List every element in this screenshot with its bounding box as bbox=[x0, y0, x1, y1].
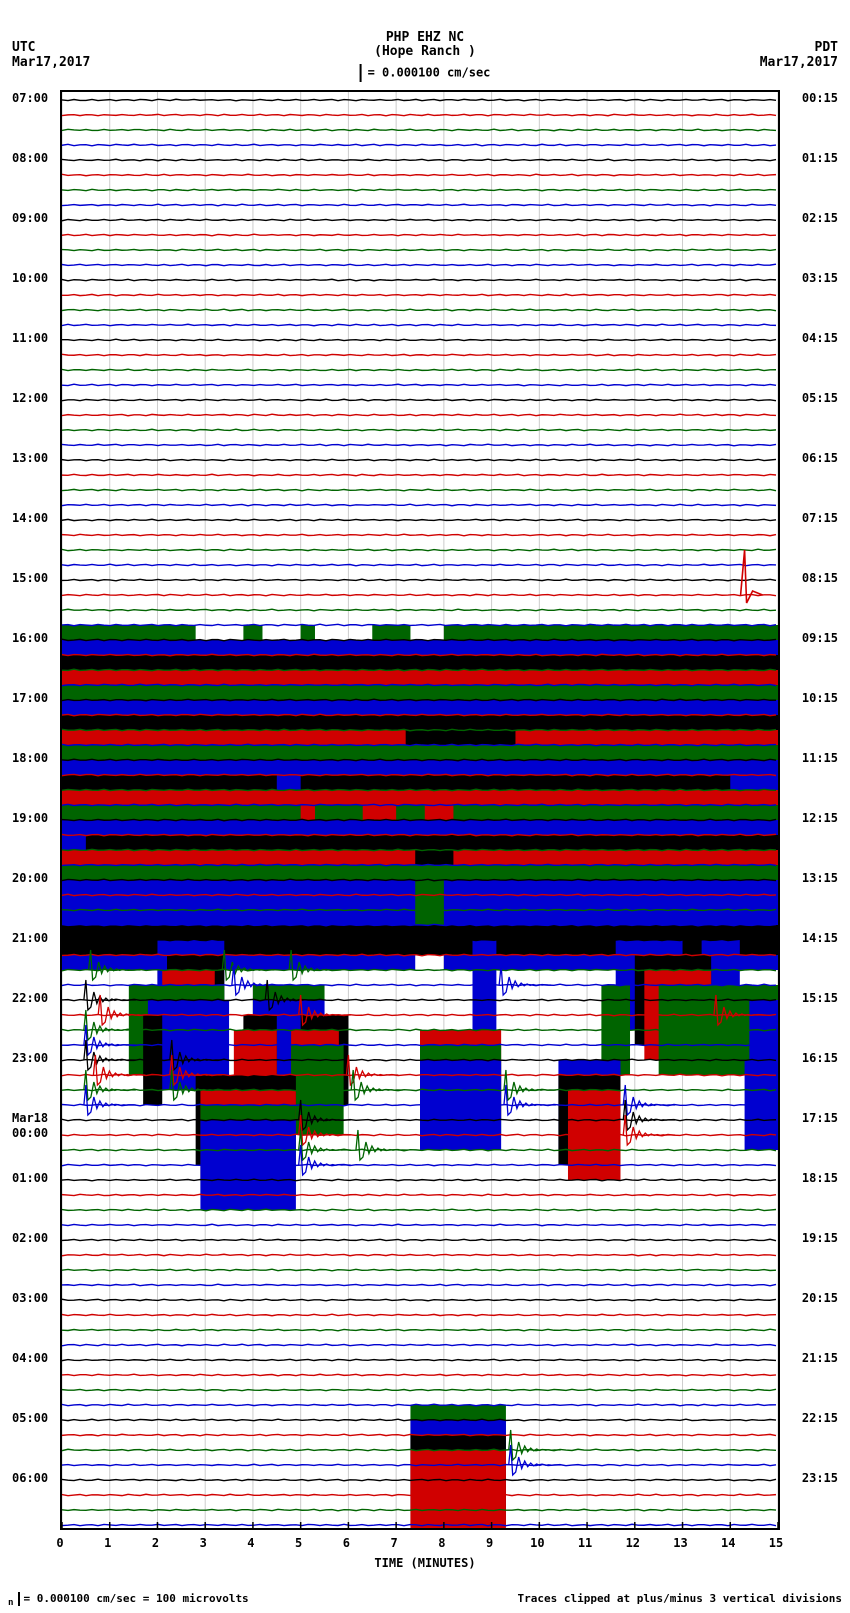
utc-time-label: 08:00 bbox=[12, 151, 48, 165]
utc-time-label: 06:00 bbox=[12, 1471, 48, 1485]
x-tick: 0 bbox=[56, 1536, 63, 1550]
pdt-time-label: 13:15 bbox=[802, 871, 838, 885]
footer-scale: n= 0.000100 cm/sec = 100 microvolts bbox=[8, 1592, 249, 1608]
utc-time-label: 17:00 bbox=[12, 691, 48, 705]
x-tick: 5 bbox=[295, 1536, 302, 1550]
utc-time-label: 23:00 bbox=[12, 1051, 48, 1065]
x-tick: 6 bbox=[343, 1536, 350, 1550]
utc-time-label: 02:00 bbox=[12, 1231, 48, 1245]
pdt-time-label: 23:15 bbox=[802, 1471, 838, 1485]
pdt-time-label: 20:15 bbox=[802, 1291, 838, 1305]
pdt-time-label: 18:15 bbox=[802, 1171, 838, 1185]
footer-note: Traces clipped at plus/minus 3 vertical … bbox=[517, 1592, 842, 1605]
utc-time-label: 07:00 bbox=[12, 91, 48, 105]
pdt-time-label: 05:15 bbox=[802, 391, 838, 405]
station-location: (Hope Ranch ) bbox=[0, 44, 850, 59]
pdt-time-label: 07:15 bbox=[802, 511, 838, 525]
x-tick: 9 bbox=[486, 1536, 493, 1550]
pdt-time-label: 22:15 bbox=[802, 1411, 838, 1425]
utc-time-label: 12:00 bbox=[12, 391, 48, 405]
pdt-time-label: 06:15 bbox=[802, 451, 838, 465]
utc-time-label: 03:00 bbox=[12, 1291, 48, 1305]
utc-time-label: 16:00 bbox=[12, 631, 48, 645]
x-tick: 4 bbox=[247, 1536, 254, 1550]
x-tick: 12 bbox=[626, 1536, 640, 1550]
utc-time-label: 19:00 bbox=[12, 811, 48, 825]
utc-time-label: 13:00 bbox=[12, 451, 48, 465]
utc-time-label: 04:00 bbox=[12, 1351, 48, 1365]
seismogram-container: PHP EHZ NC (Hope Ranch ) = 0.000100 cm/s… bbox=[0, 0, 850, 1613]
utc-time-label: 15:00 bbox=[12, 571, 48, 585]
pdt-time-label: 01:15 bbox=[802, 151, 838, 165]
pdt-time-label: 03:15 bbox=[802, 271, 838, 285]
station-code: PHP EHZ NC bbox=[0, 30, 850, 45]
utc-time-label: 20:00 bbox=[12, 871, 48, 885]
pdt-time-label: 17:15 bbox=[802, 1111, 838, 1125]
pdt-time-label: 09:15 bbox=[802, 631, 838, 645]
pdt-time-label: 12:15 bbox=[802, 811, 838, 825]
utc-time-label: 00:00 bbox=[12, 1126, 48, 1140]
x-tick: 14 bbox=[721, 1536, 735, 1550]
utc-time-label: 05:00 bbox=[12, 1411, 48, 1425]
utc-time-label: 22:00 bbox=[12, 991, 48, 1005]
x-tick: 2 bbox=[152, 1536, 159, 1550]
pdt-time-label: 04:15 bbox=[802, 331, 838, 345]
x-tick: 13 bbox=[673, 1536, 687, 1550]
utc-time-label: Mar18 bbox=[12, 1111, 48, 1125]
utc-time-label: 01:00 bbox=[12, 1171, 48, 1185]
pdt-time-label: 11:15 bbox=[802, 751, 838, 765]
utc-time-label: 10:00 bbox=[12, 271, 48, 285]
x-tick: 11 bbox=[578, 1536, 592, 1550]
utc-time-label: 11:00 bbox=[12, 331, 48, 345]
x-tick: 1 bbox=[104, 1536, 111, 1550]
pdt-time-label: 00:15 bbox=[802, 91, 838, 105]
utc-time-label: 18:00 bbox=[12, 751, 48, 765]
x-tick: 8 bbox=[438, 1536, 445, 1550]
x-tick: 15 bbox=[769, 1536, 783, 1550]
utc-time-label: 09:00 bbox=[12, 211, 48, 225]
utc-time-label: 14:00 bbox=[12, 511, 48, 525]
amplitude-scale: = 0.000100 cm/sec bbox=[360, 64, 491, 82]
pdt-time-label: 19:15 bbox=[802, 1231, 838, 1245]
timezone-right: PDT Mar17,2017 bbox=[760, 40, 838, 70]
x-tick: 7 bbox=[391, 1536, 398, 1550]
x-axis-title: TIME (MINUTES) bbox=[0, 1556, 850, 1570]
timezone-left: UTC Mar17,2017 bbox=[12, 40, 90, 70]
utc-time-label: 21:00 bbox=[12, 931, 48, 945]
pdt-time-label: 16:15 bbox=[802, 1051, 838, 1065]
pdt-time-label: 10:15 bbox=[802, 691, 838, 705]
x-tick: 3 bbox=[200, 1536, 207, 1550]
pdt-time-label: 21:15 bbox=[802, 1351, 838, 1365]
seismogram-plot bbox=[60, 90, 780, 1530]
x-tick: 10 bbox=[530, 1536, 544, 1550]
pdt-time-label: 08:15 bbox=[802, 571, 838, 585]
pdt-time-label: 02:15 bbox=[802, 211, 838, 225]
pdt-time-label: 15:15 bbox=[802, 991, 838, 1005]
pdt-time-label: 14:15 bbox=[802, 931, 838, 945]
